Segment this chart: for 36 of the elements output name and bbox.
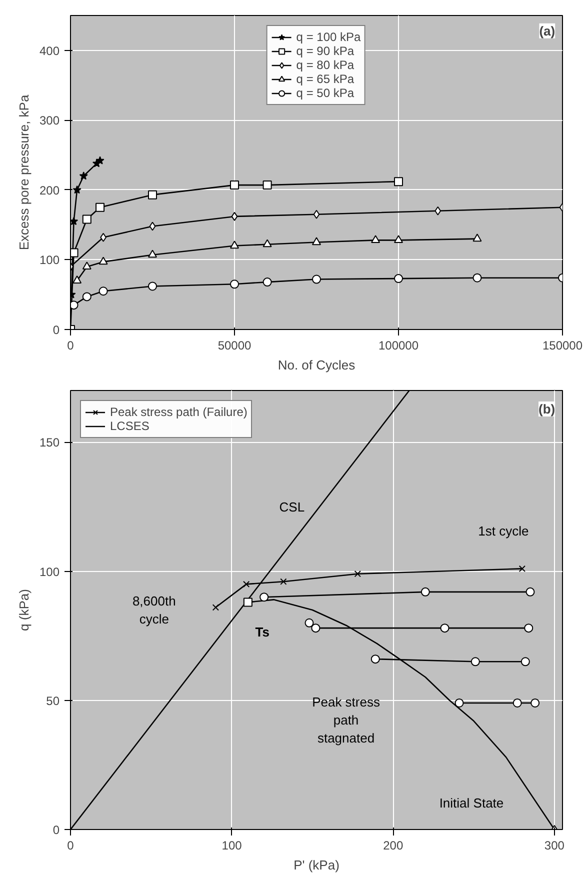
- y-tick-label: 100: [39, 564, 60, 579]
- x-tick-label: 150000: [542, 338, 583, 352]
- y-tick-label: 0: [52, 823, 60, 837]
- legend-label: q = 80 kPa: [296, 58, 354, 72]
- y-tick-label: 100: [39, 253, 60, 268]
- annotation: 8,600th cycle: [132, 594, 176, 626]
- y-tick-label: 0: [52, 323, 60, 337]
- x-tick-label: 100000: [378, 338, 419, 352]
- legend-label: q = 50 kPa: [296, 86, 354, 100]
- x-tick-label: 200: [383, 838, 404, 852]
- annotation: Initial State: [439, 796, 504, 811]
- x-tick-label: 0: [67, 838, 74, 852]
- legend-label: Peak stress path (Failure): [110, 405, 248, 419]
- annotation: (a): [539, 23, 556, 38]
- y-axis-title: Excess pore pressure, kPa: [16, 94, 32, 250]
- x-tick-label: 0: [67, 338, 74, 352]
- x-axis-title: P' (kPa): [294, 858, 340, 872]
- annotation: CSL: [279, 499, 305, 514]
- legend-label: q = 65 kPa: [296, 72, 354, 86]
- annotation: 1st cycle: [478, 523, 529, 538]
- y-tick-label: 200: [39, 183, 60, 198]
- y-tick-label: 300: [39, 114, 60, 128]
- x-axis-title: No. of Cycles: [278, 358, 356, 372]
- y-tick-label: 400: [39, 44, 60, 58]
- annotation: Peak stress path stagnated: [312, 694, 380, 746]
- annotation: Ts: [255, 624, 270, 640]
- x-tick-label: 50000: [218, 338, 252, 352]
- legend-label: LCSES: [110, 419, 150, 433]
- legend-label: q = 100 kPa: [296, 30, 361, 44]
- annotation: (b): [538, 401, 556, 416]
- y-tick-label: 50: [46, 694, 60, 708]
- y-tick-label: 150: [39, 436, 60, 450]
- x-tick-label: 300: [544, 838, 565, 852]
- legend-label: q = 90 kPa: [296, 44, 354, 58]
- x-tick-label: 100: [222, 838, 242, 852]
- y-axis-title: q (kPa): [16, 589, 32, 631]
